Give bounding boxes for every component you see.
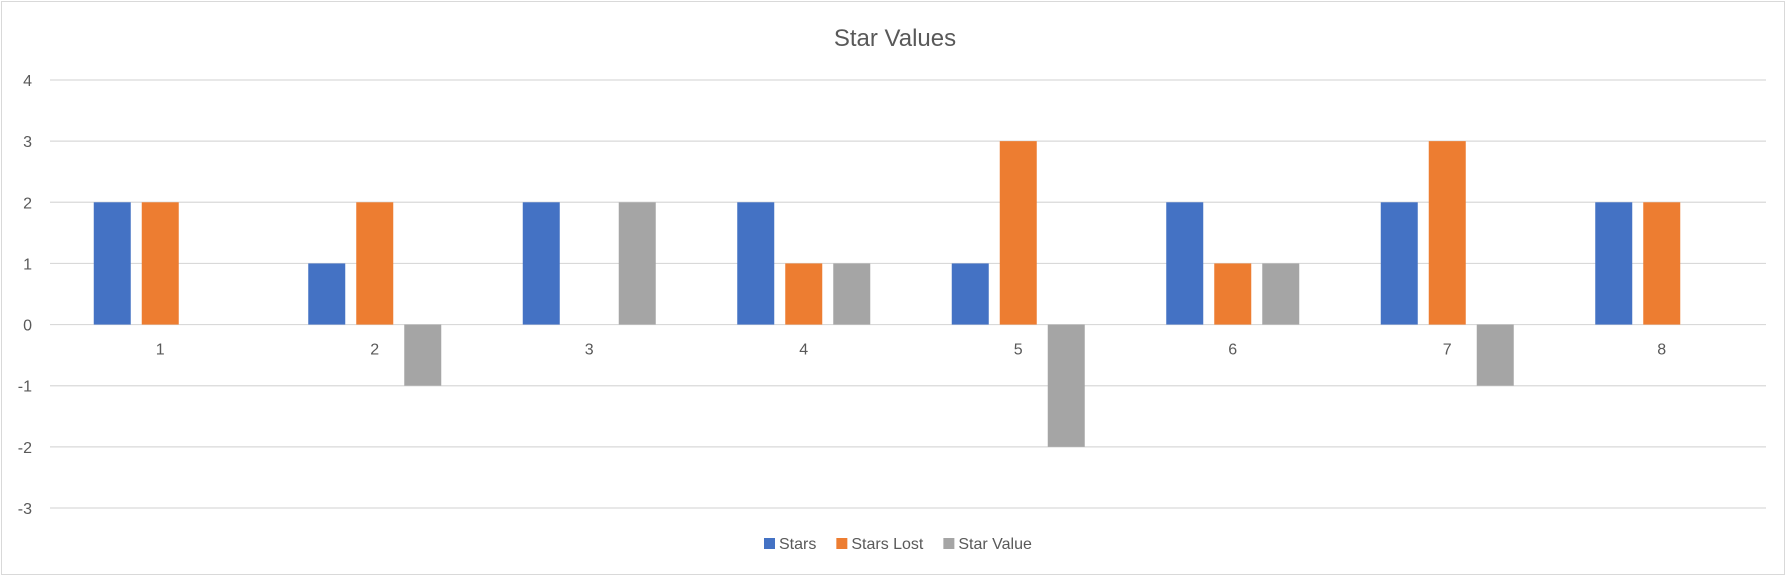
legend-swatch: [836, 538, 848, 549]
bar-star-value: [1047, 324, 1085, 447]
y-tick-label: -3: [18, 501, 32, 518]
x-tick-label: 6: [1228, 342, 1237, 359]
x-tick-label: 1: [156, 342, 165, 359]
legend-swatch: [764, 538, 775, 549]
bar-star-value: [404, 324, 442, 386]
bar-stars-lost: [785, 263, 823, 325]
bar-stars: [1166, 202, 1204, 325]
y-tick-label: 4: [23, 73, 32, 90]
bar-stars-lost: [356, 202, 394, 325]
y-axis-ticks: 4 3 2 1 0 -1 -2 -3: [18, 73, 32, 518]
x-tick-label: 8: [1657, 342, 1666, 359]
bar-stars: [522, 202, 560, 325]
x-axis-ticks: 1 2 3 4 5 6 7 8: [156, 342, 1667, 359]
legend-swatch: [943, 538, 955, 549]
bar-stars: [93, 202, 131, 325]
bar-stars: [1380, 202, 1418, 325]
chart-title: Star Values: [834, 25, 956, 52]
bar-stars-lost: [999, 141, 1037, 325]
bar-stars-lost: [141, 202, 179, 325]
legend: Stars Stars Lost Star Value: [764, 536, 1032, 553]
y-tick-label: 0: [23, 318, 32, 335]
x-tick-label: 3: [585, 342, 594, 359]
legend-label: Stars Lost: [851, 536, 924, 553]
gridlines: [50, 79, 1766, 509]
x-tick-label: 5: [1014, 342, 1023, 359]
bar-stars: [308, 263, 346, 325]
y-tick-label: 3: [23, 134, 32, 151]
y-tick-label: -2: [18, 440, 32, 457]
bar-star-value: [833, 263, 871, 325]
bar-stars: [1595, 202, 1633, 325]
y-tick-label: -1: [18, 379, 32, 396]
bar-stars: [737, 202, 775, 325]
y-tick-label: 2: [23, 195, 32, 212]
bar-stars-lost: [1428, 141, 1466, 325]
x-tick-label: 4: [799, 342, 808, 359]
bars: [93, 141, 1681, 447]
bar-stars-lost: [1643, 202, 1681, 325]
legend-label: Star Value: [958, 536, 1032, 553]
bar-stars-lost: [1214, 263, 1252, 325]
legend-label: Stars: [779, 536, 816, 553]
y-tick-label: 1: [23, 256, 32, 273]
bar-star-value: [618, 202, 656, 325]
bar-stars: [951, 263, 989, 325]
bar-star-value: [1476, 324, 1514, 386]
x-tick-label: 7: [1443, 342, 1452, 359]
x-tick-label: 2: [370, 342, 379, 359]
bar-star-value: [1262, 263, 1300, 325]
